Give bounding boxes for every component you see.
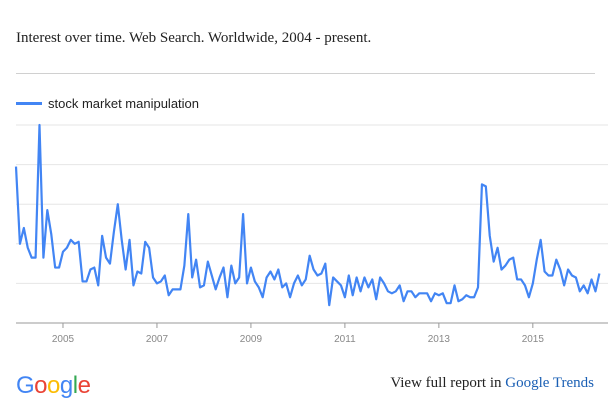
logo-letter: G	[16, 372, 35, 399]
chart-title: Interest over time. Web Search. Worldwid…	[16, 30, 372, 46]
series-line	[14, 123, 601, 307]
x-tick-label: 2005	[52, 334, 75, 345]
chart-legend: stock market manipulation	[16, 94, 199, 112]
x-tick-label: 2013	[428, 334, 451, 345]
logo-letter: o	[47, 372, 60, 399]
x-tick-label: 2011	[334, 334, 356, 345]
report-prefix: View full report in	[390, 375, 502, 391]
logo-letter: l	[72, 372, 78, 399]
google-logo[interactable]: Google	[16, 372, 91, 400]
logo-letter: o	[34, 372, 48, 399]
legend-label: stock market manipulation	[48, 95, 200, 111]
header-divider	[16, 73, 595, 74]
x-tick-label: 2015	[522, 334, 545, 345]
full-report-text: View full report in Google Trends	[390, 375, 594, 392]
logo-letter: g	[59, 372, 73, 399]
x-tick-label: 2007	[146, 334, 169, 345]
logo-letter: e	[77, 372, 91, 399]
grid-layer	[16, 124, 608, 284]
series-layer	[14, 123, 601, 307]
trend-chart: 2005 2007 2009 2011 2013 2015	[14, 123, 608, 345]
legend-swatch	[16, 101, 42, 105]
google-trends-link[interactable]: Google Trends	[505, 375, 594, 391]
x-tick-label: 2009	[240, 334, 263, 345]
axis-layer: 2005 2007 2009 2011 2013 2015	[16, 322, 608, 345]
